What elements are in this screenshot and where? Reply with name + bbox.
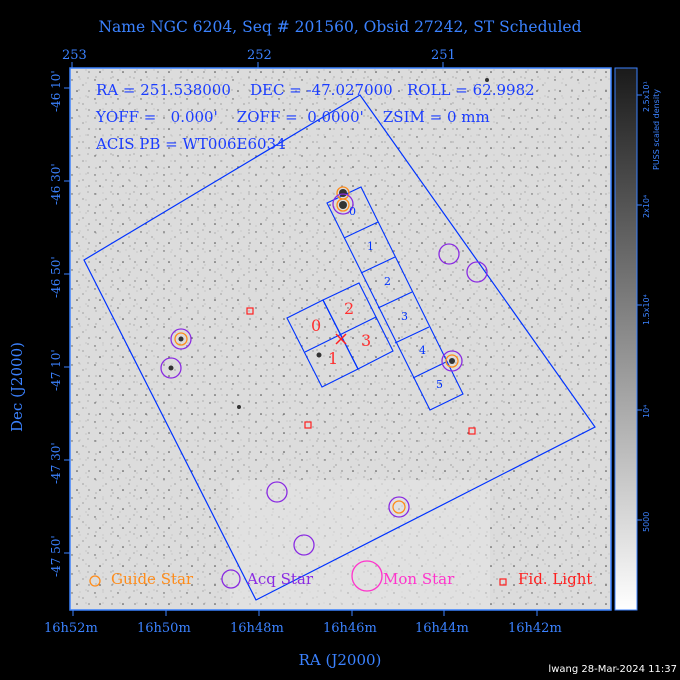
ccd-label-s5: 5	[436, 378, 443, 391]
acis-i-label-0: 0	[311, 316, 322, 335]
y-axis-label: Dec (J2000)	[8, 342, 26, 432]
colorbar	[614, 67, 638, 611]
colorbar-tick: 2.5x10¹	[642, 81, 651, 112]
acq-star	[441, 350, 463, 372]
fid-light	[468, 427, 476, 435]
guide-star	[392, 500, 406, 514]
ra-top-tick-253: 253	[62, 48, 87, 63]
colorbar-tick: 2x10⁴	[642, 194, 651, 218]
ra-bottom-tick: 16h44m	[415, 621, 469, 636]
guide-star	[174, 332, 188, 346]
dec-tick-label: -47 30'	[49, 442, 63, 484]
acq-stars	[160, 193, 488, 556]
colorbar-title: PUSS scaled density	[652, 89, 661, 170]
colorbar-tick: 10⁴	[642, 404, 651, 418]
ccd-label-s0: 0	[349, 205, 356, 218]
info-line-3: ACIS PB = WT006E6034	[96, 135, 286, 153]
legend-fid-label: Fid. Light	[518, 570, 593, 588]
guide-stars	[174, 186, 459, 514]
ccd-label-s4: 4	[419, 344, 426, 357]
colorbar-tick: 1.5x10⁴	[642, 294, 651, 325]
legend-acq-symbol	[221, 569, 241, 589]
colorbar-tick: 5000	[642, 511, 651, 532]
bright-stars	[168, 78, 489, 409]
info-line-2: YOFF = 0.000' ZOFF = 0.0000' ZSIM = 0 mm	[96, 108, 490, 126]
dec-tick-label: -46 30'	[49, 163, 63, 205]
ra-bottom-tick: 16h46m	[323, 621, 377, 636]
dec-tick-label: -46 50'	[49, 256, 63, 298]
legend-fid-symbol	[499, 578, 507, 586]
legend-mon-label: Mon Star	[383, 570, 455, 588]
acq-star	[293, 534, 315, 556]
legend-mon-symbol	[351, 560, 383, 592]
info-line-1: RA = 251.538000 DEC = -47.027000 ROLL = …	[96, 81, 535, 99]
dec-tick-label: -47 10'	[49, 349, 63, 391]
ra-bottom-tick: 16h52m	[44, 621, 98, 636]
ra-bottom-tick: 16h50m	[137, 621, 191, 636]
acis-i-label-1: 1	[328, 349, 339, 368]
fid-light	[246, 307, 254, 315]
guide-star	[336, 198, 350, 212]
ra-bottom-tick: 16h42m	[508, 621, 562, 636]
acis-s-chips	[326, 186, 464, 411]
acq-star	[466, 261, 488, 283]
acq-star	[388, 496, 410, 518]
ra-top-tick-251: 251	[431, 48, 456, 63]
pointing-marker	[335, 333, 347, 345]
acq-star	[170, 328, 192, 350]
ccd-label-s3: 3	[401, 310, 408, 323]
legend-acq-label: Acq Star	[247, 570, 314, 588]
dec-tick-label: -47 50'	[49, 535, 63, 577]
ra-bottom-tick: 16h48m	[230, 621, 284, 636]
fid-lights	[246, 307, 476, 435]
ccd-label-s2: 2	[384, 275, 391, 288]
acq-star	[332, 193, 354, 215]
acis-i-chips	[286, 282, 394, 388]
x-axis-label: RA (J2000)	[298, 651, 382, 669]
acq-star	[266, 481, 288, 503]
ra-top-tick-252: 252	[247, 48, 272, 63]
legend-guide-label: Guide Star	[111, 570, 194, 588]
acis-i-label-2: 2	[344, 299, 355, 318]
guide-star	[445, 354, 459, 368]
acq-star	[160, 357, 182, 379]
field-boundary	[83, 94, 596, 601]
legend-guide-symbol	[89, 575, 101, 587]
plot-title: Name NGC 6204, Seq # 201560, Obsid 27242…	[98, 18, 582, 36]
acis-i-label-3: 3	[361, 331, 372, 350]
ccd-label-s1: 1	[367, 240, 374, 253]
acq-star	[438, 243, 460, 265]
footer-timestamp: lwang 28-Mar-2024 11:37	[548, 664, 677, 675]
plot-frame	[69, 67, 612, 611]
fid-light	[304, 421, 312, 429]
dec-tick-label: -46 10'	[49, 70, 63, 112]
